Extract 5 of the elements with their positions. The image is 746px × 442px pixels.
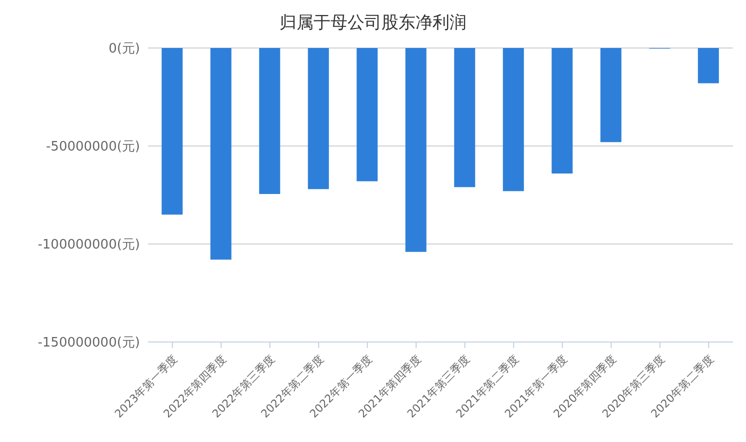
y-tick-label: -100000000(元) [38, 238, 140, 253]
y-tick-label: -150000000(元) [38, 336, 140, 351]
y-tick-label: -50000000(元) [46, 140, 140, 155]
y-tick-label: 0(元) [108, 42, 140, 57]
chart-title: 归属于母公司股东净利润 [278, 12, 468, 35]
